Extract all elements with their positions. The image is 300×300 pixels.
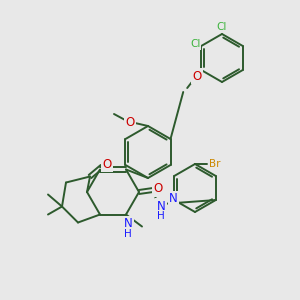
Text: O: O bbox=[193, 70, 202, 83]
Text: Cl: Cl bbox=[217, 22, 227, 32]
Text: O: O bbox=[125, 116, 135, 128]
Text: N: N bbox=[124, 217, 132, 230]
Text: O: O bbox=[153, 182, 163, 196]
Text: O: O bbox=[102, 158, 112, 171]
Text: N: N bbox=[157, 200, 165, 212]
Text: H: H bbox=[157, 211, 165, 221]
Text: N: N bbox=[169, 193, 178, 206]
Text: Br: Br bbox=[209, 159, 221, 169]
Text: Cl: Cl bbox=[190, 39, 200, 49]
Text: H: H bbox=[124, 229, 132, 238]
